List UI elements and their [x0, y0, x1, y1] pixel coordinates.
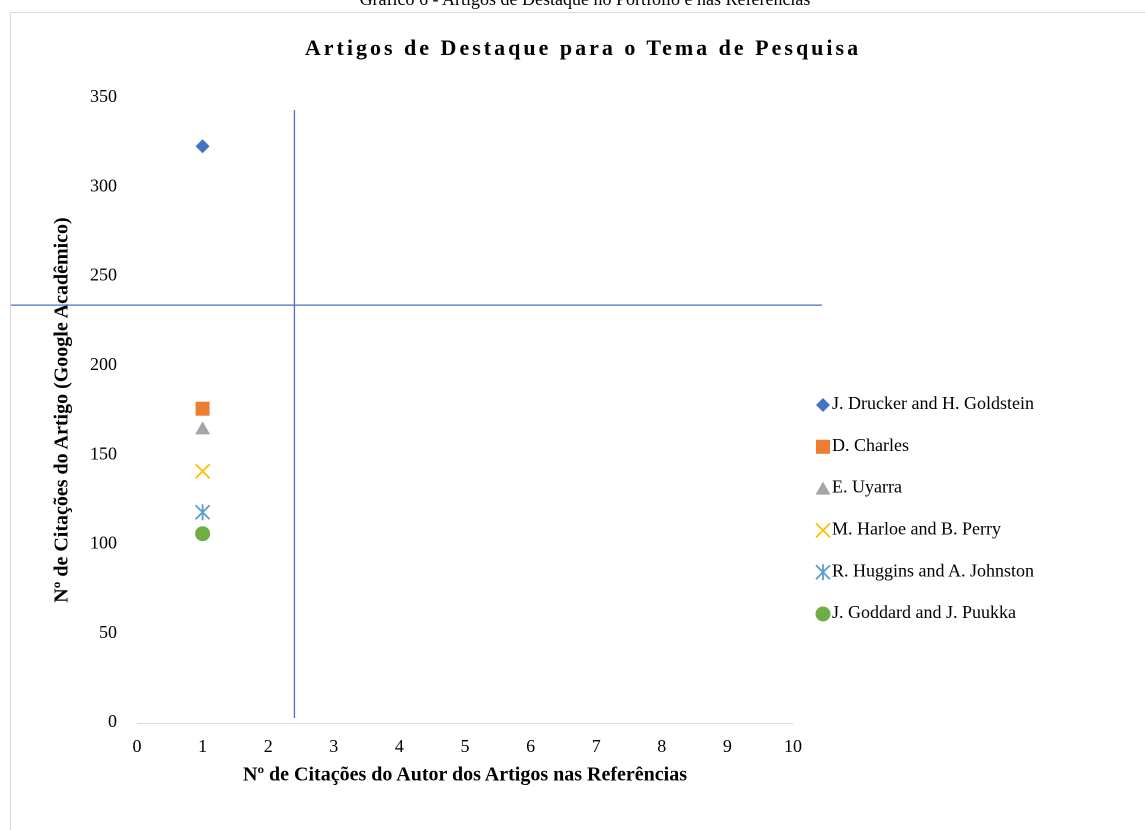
legend-marker: [815, 606, 831, 622]
y-axis-label: Nº de Citações do Artigo (Google Acadêmi…: [51, 217, 73, 602]
legend-label: M. Harloe and B. Perry: [832, 519, 1001, 539]
x-tick-label: 2: [264, 736, 273, 756]
y-tick-label: 0: [108, 711, 117, 731]
legend-label: J. Goddard and J. Puukka: [832, 602, 1016, 622]
x-tick-label: 6: [526, 736, 535, 756]
data-point: [195, 401, 210, 416]
data-point: [195, 139, 210, 154]
legend-marker: [815, 522, 831, 539]
y-tick-label: 350: [90, 86, 117, 106]
data-point: [194, 463, 211, 479]
legend-label: D. Charles: [832, 435, 909, 455]
chart-frame: [10, 12, 1145, 830]
caption: Gráfico 6 - Artigos de Destaque no Portf…: [360, 0, 811, 9]
x-tick-label: 8: [657, 736, 666, 756]
legend-marker: [815, 564, 831, 581]
x-axis-label: Nº de Citações do Autor dos Artigos nas …: [243, 764, 687, 786]
data-point: [195, 421, 211, 435]
x-tick-label: 7: [592, 736, 601, 756]
x-tick-label: 3: [329, 736, 338, 756]
legend-label: J. Drucker and H. Goldstein: [832, 393, 1034, 413]
legend-marker: [815, 481, 831, 495]
x-tick-label: 0: [133, 736, 142, 756]
y-tick-label: 200: [90, 354, 117, 374]
data-point: [195, 526, 211, 542]
x-tick-label: 1: [198, 736, 207, 756]
x-tick-label: 5: [461, 736, 470, 756]
y-tick-label: 300: [90, 175, 117, 195]
legend-marker: [816, 439, 830, 454]
legend-marker: [816, 398, 830, 412]
chart-title: Artigos de Destaque para o Tema de Pesqu…: [305, 35, 861, 60]
legend-label: E. Uyarra: [832, 477, 902, 497]
y-tick-label: 50: [99, 622, 117, 642]
x-tick-label: 4: [395, 736, 404, 756]
x-tick-label: 9: [723, 736, 732, 756]
y-tick-label: 250: [90, 265, 117, 285]
y-tick-label: 100: [90, 533, 117, 553]
data-point: [194, 504, 211, 521]
x-tick-label: 10: [784, 736, 802, 756]
legend-label: R. Huggins and A. Johnston: [832, 560, 1034, 580]
y-tick-label: 150: [90, 443, 117, 463]
